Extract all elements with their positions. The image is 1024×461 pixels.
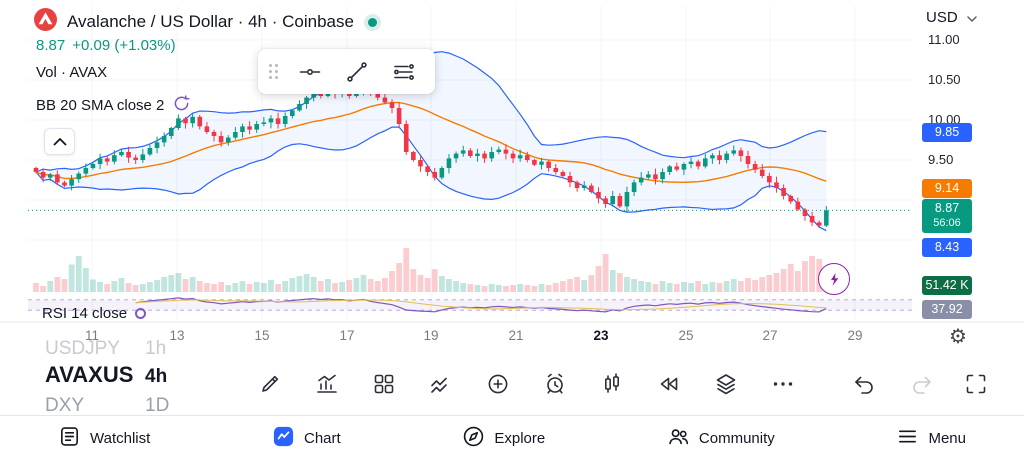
- time-axis-label: 23: [593, 328, 609, 343]
- patterns-icon[interactable]: [423, 366, 459, 402]
- symbol-title[interactable]: Avalanche / US Dollar · 4h · Coinbase: [67, 12, 354, 31]
- time-axis-label: 11: [84, 328, 100, 343]
- nav-chart[interactable]: Chart: [272, 425, 341, 452]
- chart-header: Avalanche / US Dollar · 4h · Coinbase: [34, 8, 381, 36]
- nav-label: Explore: [494, 430, 546, 447]
- time-axis-label: 25: [678, 328, 694, 343]
- avalanche-logo-icon: [34, 8, 57, 36]
- watchlist-timeframe: 1D: [145, 395, 170, 416]
- nav-label: Community: [698, 430, 775, 447]
- price-axis-badge: 9.85: [922, 123, 972, 142]
- volume-indicator-label[interactable]: Vol · AVAX: [36, 64, 108, 81]
- watchlist-row-avaxusd[interactable]: AVAXUS 4h: [45, 362, 167, 388]
- time-axis[interactable]: 11 13 15 17 19 21 23 25 27 29: [0, 323, 1024, 349]
- last-price: 8.87: [36, 37, 66, 54]
- compass-icon: [462, 425, 485, 452]
- more-ellipsis-icon[interactable]: [765, 366, 801, 402]
- nav-watchlist[interactable]: Watchlist: [58, 425, 150, 452]
- price-axis-badge: 8.43: [922, 238, 972, 257]
- rsi-loading-icon: [135, 308, 147, 319]
- trend-line-tool-button[interactable]: [335, 54, 379, 90]
- draw-icon[interactable]: [252, 366, 288, 402]
- people-icon: [667, 425, 690, 452]
- watchlist-timeframe: 1h: [145, 338, 167, 359]
- price-axis-badge: 51.42 K: [922, 276, 972, 295]
- market-status-icon: [363, 13, 381, 31]
- rsi-indicator-label: RSI 14 close: [42, 305, 128, 322]
- horizontal-line-tool-button[interactable]: [288, 54, 332, 90]
- price-change: +0.09 (+1.03%): [72, 37, 176, 54]
- time-axis-label: 21: [508, 328, 524, 343]
- chart-settings-gear-icon[interactable]: ⚙: [945, 325, 971, 349]
- time-axis-label: 27: [762, 328, 778, 343]
- time-axis-label: 15: [254, 328, 270, 343]
- indicators-icon[interactable]: [309, 366, 345, 402]
- price-chart[interactable]: [0, 0, 1024, 323]
- nav-label: Chart: [303, 430, 341, 447]
- replay-rewind-icon[interactable]: [651, 366, 687, 402]
- candle-style-icon[interactable]: [594, 366, 630, 402]
- drag-handle[interactable]: [269, 64, 278, 79]
- price-axis[interactable]: 11.00 10.50 10.00 9.50 9.85 9.14 8.87 56:06 8.43…: [920, 0, 984, 322]
- chevron-down-icon: [966, 9, 977, 26]
- collapse-legend-button[interactable]: [44, 128, 75, 155]
- watchlist-symbol: DXY: [45, 395, 85, 416]
- parallel-lines-tool-button[interactable]: [382, 54, 426, 90]
- indicator-sync-icon: [173, 95, 190, 116]
- price-axis-badge: 8.87 56:06: [922, 199, 972, 233]
- floating-draw-toolbar: [258, 49, 435, 94]
- bb-indicator-label: BB 20 SMA close 2: [36, 97, 165, 114]
- time-axis-label: 13: [169, 328, 185, 343]
- watchlist-icon: [58, 425, 81, 452]
- currency-value: USD: [926, 9, 958, 26]
- price-axis-label: 10.50: [928, 72, 961, 87]
- currency-selector[interactable]: USD: [926, 9, 977, 26]
- bb-indicator-row[interactable]: BB 20 SMA close 2: [36, 95, 190, 116]
- flash-trade-button[interactable]: [818, 263, 850, 295]
- time-axis-label: 29: [847, 328, 863, 343]
- chart-toolbar: [252, 366, 801, 402]
- nav-menu[interactable]: Menu: [896, 425, 966, 452]
- price-axis-label: 11.00: [928, 32, 960, 47]
- nav-explore[interactable]: Explore: [462, 425, 545, 452]
- time-axis-label: 17: [339, 328, 355, 343]
- nav-community[interactable]: Community: [667, 425, 775, 452]
- rsi-indicator-row[interactable]: RSI 14 close: [42, 305, 147, 322]
- watchlist-row-dxy[interactable]: DXY 1D: [45, 395, 169, 417]
- watchlist-symbol: USDJPY: [45, 338, 120, 359]
- add-circle-icon[interactable]: [480, 366, 516, 402]
- fullscreen-icon[interactable]: [958, 366, 994, 402]
- price-axis-badge: 9.14: [922, 179, 972, 198]
- bottom-nav: Watchlist Chart Explore Community Menu: [0, 415, 1024, 461]
- watchlist-timeframe: 4h: [145, 366, 168, 387]
- alert-clock-icon[interactable]: [537, 366, 573, 402]
- price-row: 8.87 +0.09 (+1.03%): [36, 37, 176, 54]
- watchlist-row-usdjpy[interactable]: USDJPY 1h: [45, 338, 166, 360]
- nav-label: Menu: [928, 430, 966, 447]
- price-axis-badge: 37.92: [922, 300, 972, 319]
- time-axis-label: 19: [423, 328, 439, 343]
- chart-icon: [272, 425, 295, 452]
- redo-icon[interactable]: [904, 366, 940, 402]
- price-axis-label: 9.50: [928, 152, 954, 167]
- nav-label: Watchlist: [90, 430, 151, 447]
- layout-grid-icon[interactable]: [366, 366, 402, 402]
- layers-icon[interactable]: [708, 366, 744, 402]
- hamburger-menu-icon: [896, 425, 919, 452]
- watchlist-symbol: AVAXUS: [45, 362, 134, 387]
- undo-icon[interactable]: [846, 366, 882, 402]
